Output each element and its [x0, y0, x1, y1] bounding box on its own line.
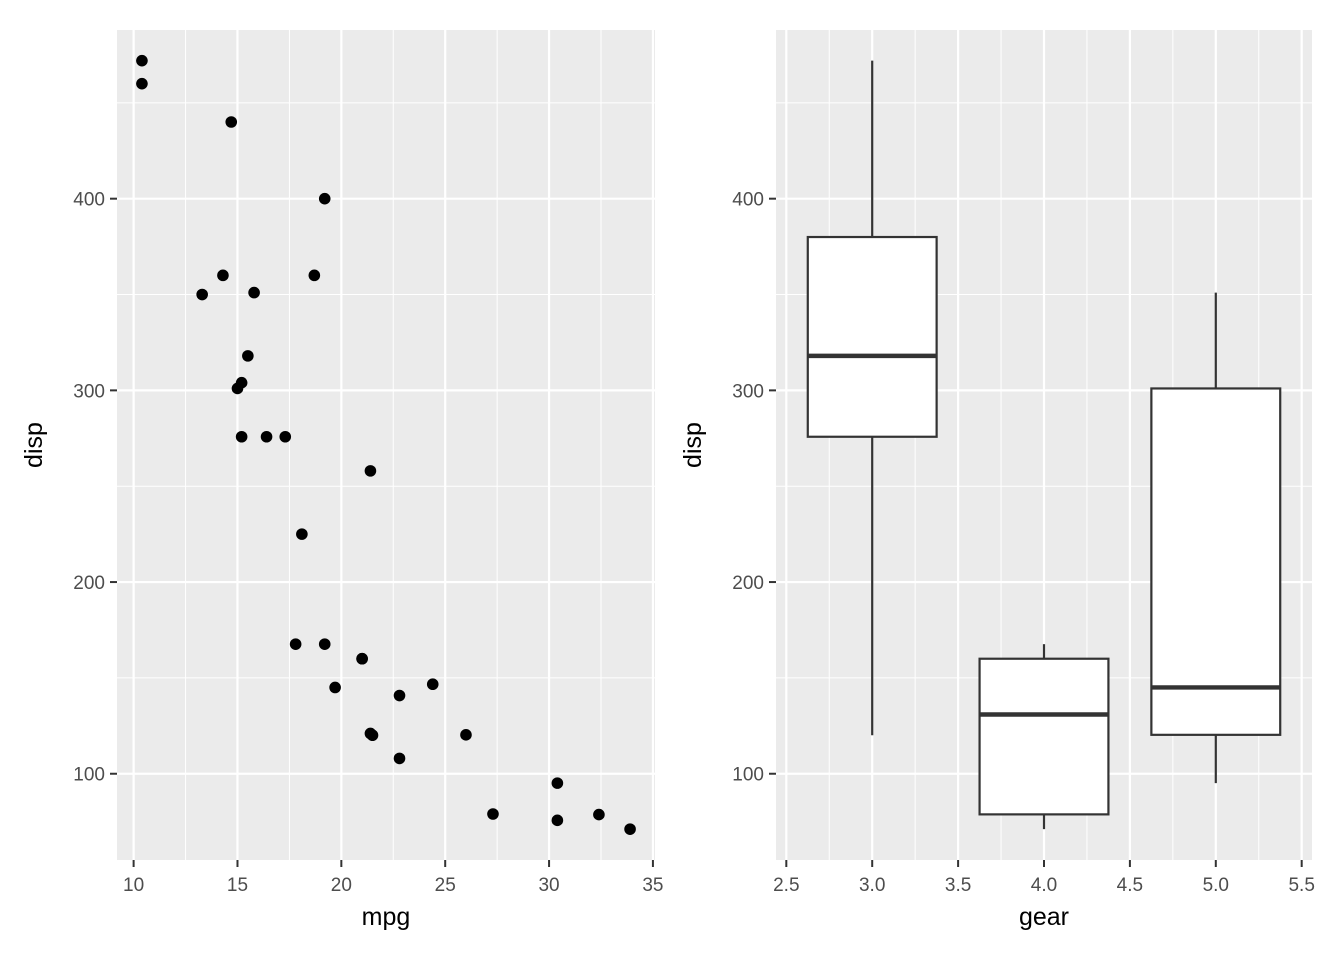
- scatter-y-tick-label: 300: [73, 381, 105, 402]
- scatter-point: [393, 689, 406, 702]
- scatter-point: [593, 808, 605, 821]
- scatter-point: [231, 382, 244, 395]
- scatter-point: [279, 430, 292, 443]
- scatter-x-tick-label: 30: [538, 875, 559, 896]
- scatter-x-tick-label: 15: [227, 875, 248, 896]
- box-y-tick-label: 100: [732, 765, 764, 786]
- scatter-point: [426, 678, 439, 691]
- scatter-x-axis-title: mpg: [362, 903, 411, 931]
- scatter-point: [242, 350, 254, 362]
- scatter-point: [329, 681, 341, 694]
- box-x-axis-title: gear: [1019, 903, 1069, 931]
- scatter-point: [364, 465, 377, 477]
- scatter-point: [487, 808, 499, 820]
- box-x-tick-label: 5.5: [1288, 875, 1314, 896]
- box-x-tick-label: 3.5: [945, 875, 971, 896]
- scatter-y-tick-label: 100: [73, 765, 105, 786]
- scatter-panel: 100 200 300 400 10 15 20 25 30 35 mpg disp: [20, 30, 663, 931]
- box-x-tick-label: 4.5: [1117, 875, 1143, 896]
- scatter-point: [225, 116, 238, 128]
- scatter-point: [289, 638, 302, 650]
- scatter-y-axis-title: disp: [20, 422, 48, 468]
- scatter-y-tick-label: 400: [73, 190, 105, 211]
- boxplot-box: [1150, 387, 1282, 736]
- scatter-point: [248, 286, 260, 299]
- scatter-x-tick-label: 25: [435, 875, 456, 896]
- scatter-point: [318, 638, 331, 650]
- box-x-tick-label: 5.0: [1203, 875, 1229, 896]
- boxplot-box: [978, 657, 1110, 816]
- scatter-point: [235, 430, 248, 443]
- scatter-point: [217, 269, 229, 282]
- scatter-y-tick-label: 200: [73, 573, 105, 594]
- boxplot-panel: 100 200 300 400 2.5 3.0 3.5 4.0 4.5 5.0 5.5 gear dis…: [679, 30, 1315, 931]
- scatter-point: [296, 528, 308, 540]
- scatter-point: [393, 752, 406, 765]
- box-y-tick-label: 400: [732, 190, 764, 211]
- scatter-point: [551, 777, 564, 789]
- box-x-tick-label: 3.0: [859, 875, 885, 896]
- scatter-point: [308, 269, 321, 282]
- scatter-point: [551, 814, 564, 827]
- box-y-tick-label: 300: [732, 381, 764, 402]
- scatter-point: [460, 729, 472, 741]
- scatter-point: [260, 430, 273, 443]
- scatter-point: [318, 192, 331, 205]
- boxplot-box: [806, 235, 938, 438]
- scatter-point: [356, 652, 368, 665]
- box-x-tick-label: 4.0: [1031, 875, 1057, 896]
- box-y-axis-title: disp: [679, 422, 707, 468]
- scatter-x-tick-label: 10: [123, 875, 144, 896]
- scatter-point: [366, 729, 379, 742]
- scatter-x-tick-label: 35: [642, 875, 663, 896]
- scatter-point: [136, 54, 148, 67]
- scatter-point: [196, 288, 208, 301]
- scatter-panel-background: [117, 30, 655, 860]
- scatter-point: [136, 77, 148, 90]
- box-x-tick-label: 2.5: [773, 875, 799, 896]
- box-y-tick-label: 200: [732, 573, 764, 594]
- scatter-point: [624, 823, 636, 835]
- scatter-x-tick-label: 20: [331, 875, 352, 896]
